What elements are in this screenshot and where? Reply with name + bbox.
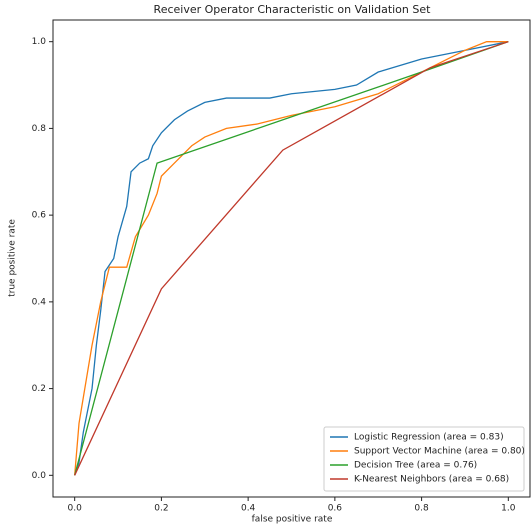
roc-curve: [74, 41, 509, 476]
roc-curve: [74, 41, 509, 476]
x-tick-label: 0.0: [68, 504, 83, 514]
y-tick-label: 0.6: [32, 211, 47, 221]
legend-label: Decision Tree (area = 0.76): [354, 461, 477, 471]
x-tick-label: 0.4: [241, 504, 256, 514]
y-tick-label: 0.0: [32, 471, 47, 481]
x-tick-label: 0.8: [414, 504, 429, 514]
x-tick-label: 0.6: [328, 504, 343, 514]
y-axis-label: true positive rate: [8, 219, 18, 297]
plot-frame: [52, 19, 531, 498]
x-tick-label: 0.2: [154, 504, 168, 514]
roc-curve: [74, 41, 509, 476]
y-tick-label: 0.2: [32, 384, 46, 394]
legend-label: Logistic Regression (area = 0.83): [354, 433, 504, 443]
x-axis-label: false positive rate: [252, 515, 333, 525]
y-tick-label: 1.0: [32, 37, 47, 47]
legend-label: Support Vector Machine (area = 0.80): [354, 447, 525, 457]
y-tick-label: 0.8: [32, 124, 47, 134]
y-tick-label: 0.4: [32, 297, 47, 307]
x-tick-label: 1.0: [501, 504, 516, 514]
chart-title: Receiver Operator Characteristic on Vali…: [154, 3, 432, 16]
legend-label: K-Nearest Neighbors (area = 0.68): [354, 475, 509, 485]
legend-box: [323, 426, 525, 492]
roc-curve: [74, 41, 509, 476]
